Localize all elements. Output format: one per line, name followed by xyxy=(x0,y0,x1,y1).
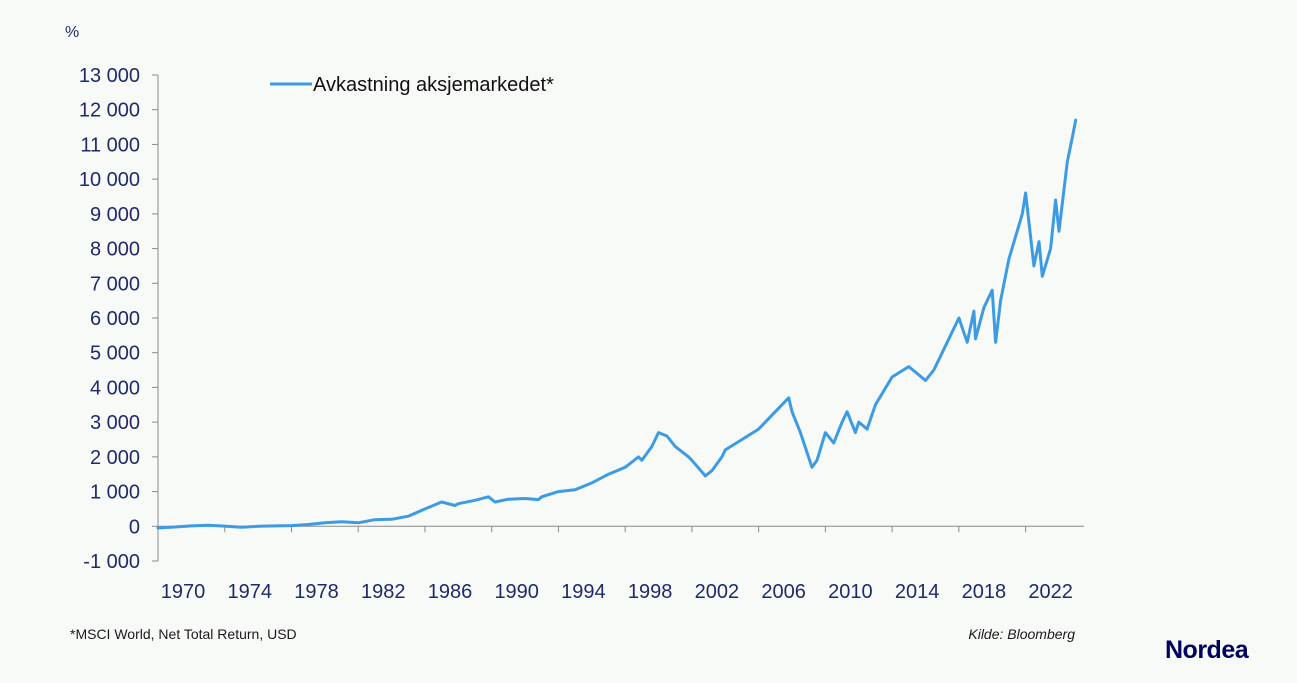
x-tick-label: 1978 xyxy=(294,581,339,603)
x-tick-label: 1970 xyxy=(161,581,206,603)
y-tick-label: 0 xyxy=(129,516,140,538)
y-tick-label: -1 000 xyxy=(83,551,140,573)
legend: Avkastning aksjemarkedet* xyxy=(270,74,554,96)
y-tick-label: 11 000 xyxy=(80,134,140,156)
y-tick-label: 8 000 xyxy=(90,239,140,261)
y-tick-label: 9 000 xyxy=(90,204,140,226)
x-tick-label: 1986 xyxy=(428,581,473,603)
x-tick-label: 1998 xyxy=(628,581,673,603)
x-tick-label: 1982 xyxy=(361,581,406,603)
footnote: *MSCI World, Net Total Return, USD xyxy=(70,626,297,642)
y-tick-label: 10 000 xyxy=(79,169,140,191)
x-tick-label: 2002 xyxy=(695,581,740,603)
y-tick-label: 6 000 xyxy=(90,308,140,330)
y-tick-label: 2 000 xyxy=(90,447,140,469)
x-tick-label: 2014 xyxy=(895,581,940,603)
legend-label: Avkastning aksjemarkedet* xyxy=(313,74,554,96)
y-axis: -1 000 0 1 000 2 000 3 000 4 000 5 000 6 000 7 0… xyxy=(79,65,159,573)
x-tick-label: 1990 xyxy=(494,581,539,603)
y-tick-label: 5 000 xyxy=(90,343,140,365)
x-tick-label: 1994 xyxy=(561,581,606,603)
y-tick-label: 3 000 xyxy=(90,412,140,434)
x-tick-label: 2022 xyxy=(1028,581,1073,603)
y-tick-label: 1 000 xyxy=(90,482,140,504)
y-tick-label: 12 000 xyxy=(79,100,140,122)
unit-label: % xyxy=(65,24,79,41)
series-layer xyxy=(156,118,1078,530)
source-note: Kilde: Bloomberg xyxy=(968,626,1075,642)
series-line xyxy=(156,118,1078,530)
x-tick-label: 1974 xyxy=(227,581,272,603)
y-tick-label: 4 000 xyxy=(90,377,140,399)
y-tick-label: 13 000 xyxy=(79,65,140,87)
x-tick-label: 2006 xyxy=(761,581,806,603)
x-tick-label: 2010 xyxy=(828,581,873,603)
y-tick-label: 7 000 xyxy=(90,273,140,295)
nordea-logo: Nordea xyxy=(1165,636,1249,664)
x-axis: 1970 1974 1978 1982 1986 1990 1994 1998 2002 2006… xyxy=(157,525,1084,603)
x-tick-label: 2018 xyxy=(962,581,1007,603)
